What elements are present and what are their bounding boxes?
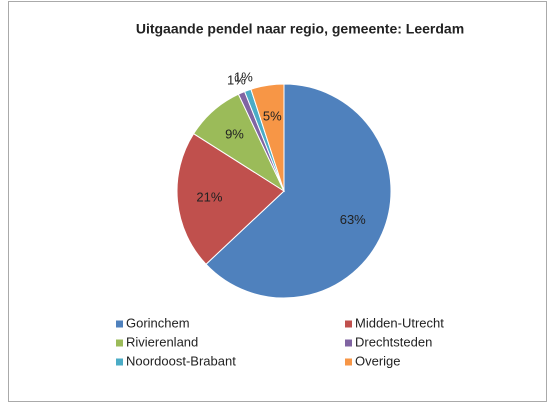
- pie-slice: [176, 132, 285, 265]
- legend-label: Noordoost-Brabant: [126, 353, 236, 368]
- data-label: 1%: [227, 72, 246, 87]
- legend-label: Drechtsteden: [355, 334, 432, 349]
- data-label: 63%: [340, 212, 366, 227]
- legend-swatch: [345, 339, 352, 347]
- data-label: 5%: [263, 108, 282, 123]
- legend-swatch: [345, 320, 352, 328]
- legend-swatch: [116, 339, 123, 347]
- legend-label: Gorinchem: [126, 315, 190, 330]
- data-label: 9%: [225, 126, 244, 141]
- legend-swatch: [116, 358, 123, 366]
- data-label: 1%: [234, 70, 253, 85]
- chart-title: Uitgaande pendel naar regio, gemeente: L…: [136, 21, 464, 37]
- legend-swatch: [345, 358, 352, 366]
- pie-slice: [250, 83, 285, 192]
- data-label: 21%: [196, 189, 222, 204]
- pie-slice: [205, 83, 392, 299]
- legend-label: Overige: [355, 353, 401, 368]
- legend-swatch: [116, 320, 123, 328]
- legend-label: Rivierenland: [126, 334, 198, 349]
- legend-label: Midden-Utrecht: [355, 315, 444, 330]
